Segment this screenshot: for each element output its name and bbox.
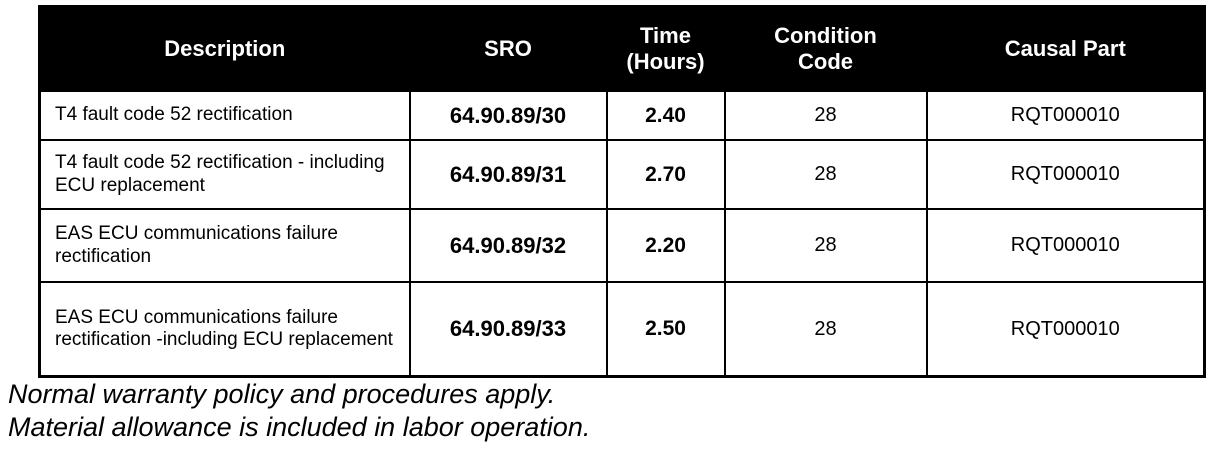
time-cell: 2.70: [605, 139, 726, 210]
condition-code-cell: 28: [723, 90, 928, 141]
sro-cell: 64.90.89/32: [408, 208, 608, 283]
table-row: T4 fault code 52 rectification - includi…: [38, 139, 1206, 210]
condition-code-cell: 28: [723, 139, 928, 210]
time-cell: 2.20: [605, 208, 726, 283]
column-header-description: Description: [38, 5, 411, 92]
description-cell: T4 fault code 52 rectification: [38, 90, 411, 141]
column-header-causal-part: Causal Part: [925, 5, 1206, 92]
sro-cell: 64.90.89/33: [408, 281, 608, 378]
time-cell: 2.50: [605, 281, 726, 378]
table-row: EAS ECU communications failure rectifica…: [38, 208, 1206, 283]
condition-code-cell: 28: [723, 208, 928, 283]
causal-part-cell: RQT000010: [925, 139, 1206, 210]
description-cell: EAS ECU communications failure rectifica…: [38, 208, 411, 283]
causal-part-cell: RQT000010: [925, 281, 1206, 378]
description-cell: EAS ECU communications failure rectifica…: [38, 281, 411, 378]
column-header-condition-code: Condition Code: [723, 5, 928, 92]
causal-part-cell: RQT000010: [925, 90, 1206, 141]
labor-operations-table: Description SRO Time (Hours) Condition C…: [38, 5, 1206, 378]
condition-code-cell: 28: [723, 281, 928, 378]
warranty-policy-note: Normal warranty policy and procedures ap…: [8, 379, 556, 409]
column-header-sro: SRO: [408, 5, 608, 92]
time-cell: 2.40: [605, 90, 726, 141]
sro-cell: 64.90.89/31: [408, 139, 608, 210]
table-header-row: Description SRO Time (Hours) Condition C…: [38, 5, 1206, 92]
material-allowance-note: Material allowance is included in labor …: [8, 412, 591, 443]
column-header-time-hours: Time (Hours): [605, 5, 726, 92]
sro-cell: 64.90.89/30: [408, 90, 608, 141]
table-row: EAS ECU communications failure rectifica…: [38, 281, 1206, 378]
description-cell: T4 fault code 52 rectification - includi…: [38, 139, 411, 210]
footer-notes: Normal warranty policy and procedures ap…: [8, 378, 590, 445]
table-row: T4 fault code 52 rectification 64.90.89/…: [38, 90, 1206, 141]
causal-part-cell: RQT000010: [925, 208, 1206, 283]
